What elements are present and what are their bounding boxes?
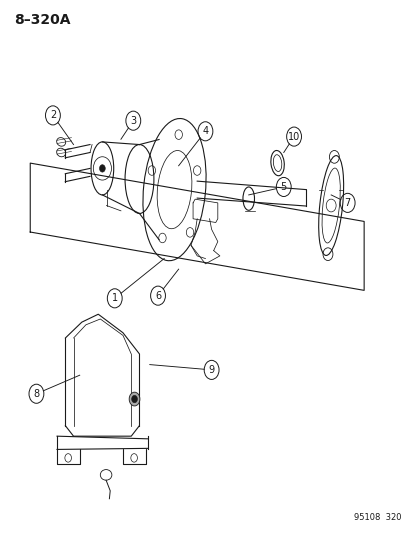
Circle shape xyxy=(100,165,105,172)
Text: 2: 2 xyxy=(50,110,56,120)
Text: 95108  320: 95108 320 xyxy=(354,513,401,522)
Text: 4: 4 xyxy=(203,126,208,136)
Text: 5: 5 xyxy=(281,182,287,192)
Circle shape xyxy=(132,395,137,403)
Text: 8: 8 xyxy=(33,389,39,399)
Text: 1: 1 xyxy=(112,293,118,303)
Text: 10: 10 xyxy=(288,132,300,142)
Text: 3: 3 xyxy=(130,116,137,126)
Text: 9: 9 xyxy=(209,365,215,375)
Text: 8–320A: 8–320A xyxy=(14,13,70,27)
Text: 6: 6 xyxy=(155,290,161,301)
Text: 7: 7 xyxy=(344,198,351,208)
Circle shape xyxy=(129,392,140,406)
